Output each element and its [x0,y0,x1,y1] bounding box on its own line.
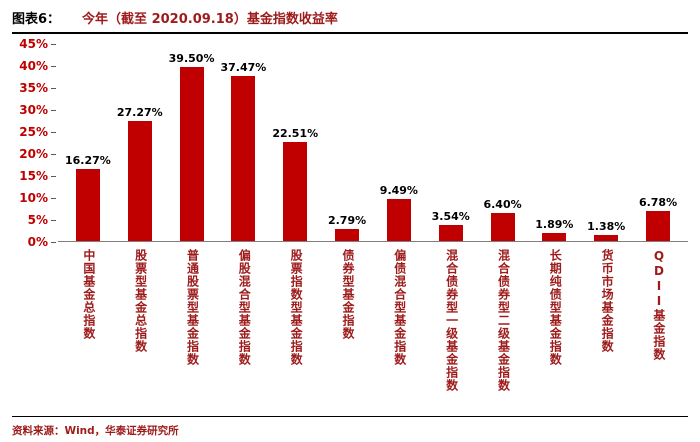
category-label: 股票型基金总指数 [133,248,148,353]
bar [386,199,411,241]
bar [594,234,619,241]
bar-group: 3.54% [425,44,477,241]
category-label: 混合债券型一级基金指数 [444,248,459,392]
category-label: 中国基金总指数 [81,248,96,340]
bar [490,212,515,241]
bar-value-label: 27.27% [116,105,163,119]
y-tick-label: 35% [19,80,56,95]
bar [127,120,152,241]
y-tick-label: 25% [19,124,56,139]
bar-group: 39.50% [166,44,218,241]
bar-value-label: 37.47% [220,61,267,75]
bar [283,141,308,241]
header-divider [12,32,688,34]
y-tick-label: 5% [27,212,57,227]
y-tick-label: 30% [19,102,56,117]
bar-group: 1.38% [580,44,632,241]
y-tick-label: 45% [19,36,56,51]
source-note: 资料来源：Wind，华泰证券研究所 [12,424,179,437]
bar-group: 22.51% [269,44,321,241]
y-tick-label: 15% [19,168,56,183]
category-label: 货币市场基金指数 [600,248,615,353]
x-axis-labels: 中国基金总指数 股票型基金总指数 普通股票型基金指数 偏股混合型基金指数 股票指数型基金… [58,242,688,413]
bar [231,76,256,241]
category-label: 混合债券型二级基金指数 [496,248,511,392]
bar-group: 16.27% [62,44,114,241]
bar-value-label: 3.54% [431,210,470,224]
bar-value-label: 6.78% [638,196,678,210]
bar-value-label: 1.38% [587,219,626,233]
chart-number-label: 图表6： [12,12,61,27]
bar-chart: 0% 5% 10% 15% 20% 25% 30% 35% 40% 45% 16.27% 27.27… [12,38,688,248]
y-tick-label: 40% [19,58,56,73]
chart-header: 图表6： 今年（截至 2020.09.18）基金指数收益率 [12,6,688,32]
y-tick-label: 20% [19,146,56,161]
bar [438,225,463,241]
bar [646,211,671,241]
bar-value-label: 2.79% [327,213,367,227]
bar-value-label: 22.51% [272,126,319,140]
bar [75,169,100,241]
category-label: 普通股票型基金指数 [185,248,200,366]
bar-group: 6.40% [477,44,529,241]
bar-value-label: 39.50% [168,52,215,66]
y-axis: 0% 5% 10% 15% 20% 25% 30% 35% 40% 45% [12,38,58,248]
category-label: 偏股混合型基金指数 [237,248,252,366]
bar [179,67,204,241]
bar [542,232,567,241]
bar-group: 6.78% [632,44,684,241]
footer-divider [12,416,688,417]
category-label: QDII基金指数 [651,248,666,361]
bar-group: 1.89% [528,44,580,241]
category-label: 债券型基金指数 [340,248,355,340]
bar [335,228,360,241]
bar-group: 9.49% [373,44,425,241]
y-tick-label: 10% [19,190,56,205]
page-title: 今年（截至 2020.09.18）基金指数收益率 [82,12,338,27]
category-label: 股票指数型基金指数 [289,248,304,366]
plot-area: 16.27% 27.27% 39.50% 37.47% 22.51% 2.79% 9.49%… [58,44,688,242]
bar-group: 37.47% [217,44,269,241]
bar-value-label: 1.89% [535,217,574,231]
bar-value-label: 9.49% [379,184,418,198]
category-label: 偏债混合型基金指数 [392,248,407,366]
bar-group: 27.27% [114,44,166,241]
bar-value-label: 16.27% [65,154,111,168]
bar-value-label: 6.40% [483,197,522,211]
category-label: 长期纯债型基金指数 [548,248,563,366]
y-tick-label: 0% [27,234,57,249]
bar-group: 2.79% [321,44,373,241]
